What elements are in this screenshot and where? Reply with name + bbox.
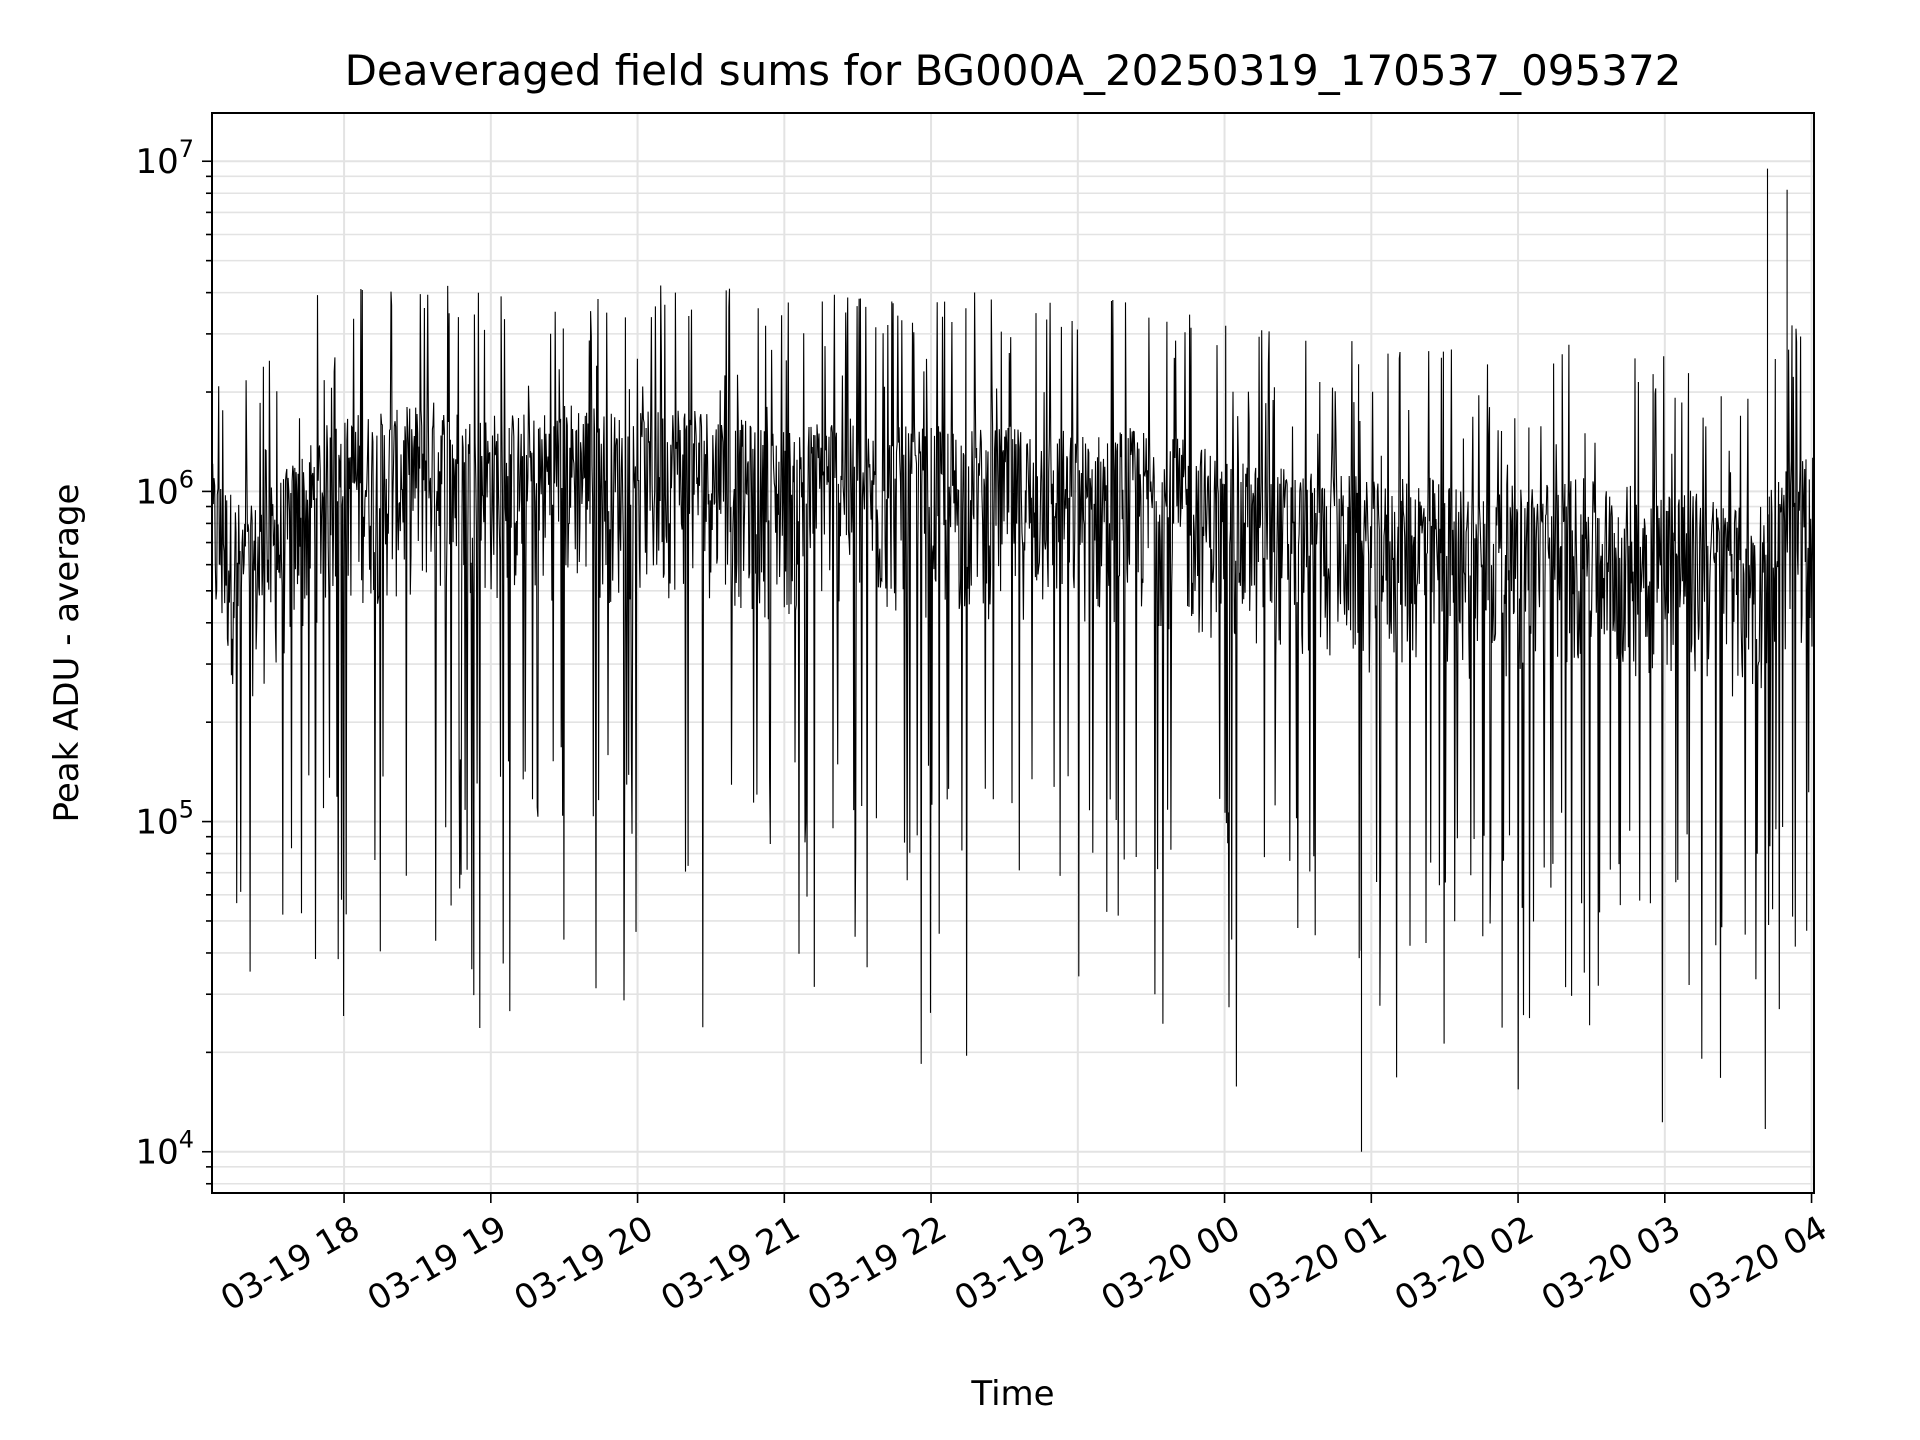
- plot-frame: [211, 112, 1815, 1194]
- data-series: [211, 168, 1815, 1152]
- y-tick-label: 105: [135, 796, 194, 843]
- y-tick-label: 107: [135, 135, 194, 182]
- series-line: [211, 168, 1815, 1152]
- x-axis-label: Time: [970, 1374, 1054, 1414]
- chart-title: Deaveraged field sums for BG000A_2025031…: [345, 46, 1682, 95]
- y-tick-label: 104: [135, 1126, 194, 1173]
- y-tick-label: 106: [135, 465, 194, 512]
- y-axis-label: Peak ADU - average: [47, 484, 87, 823]
